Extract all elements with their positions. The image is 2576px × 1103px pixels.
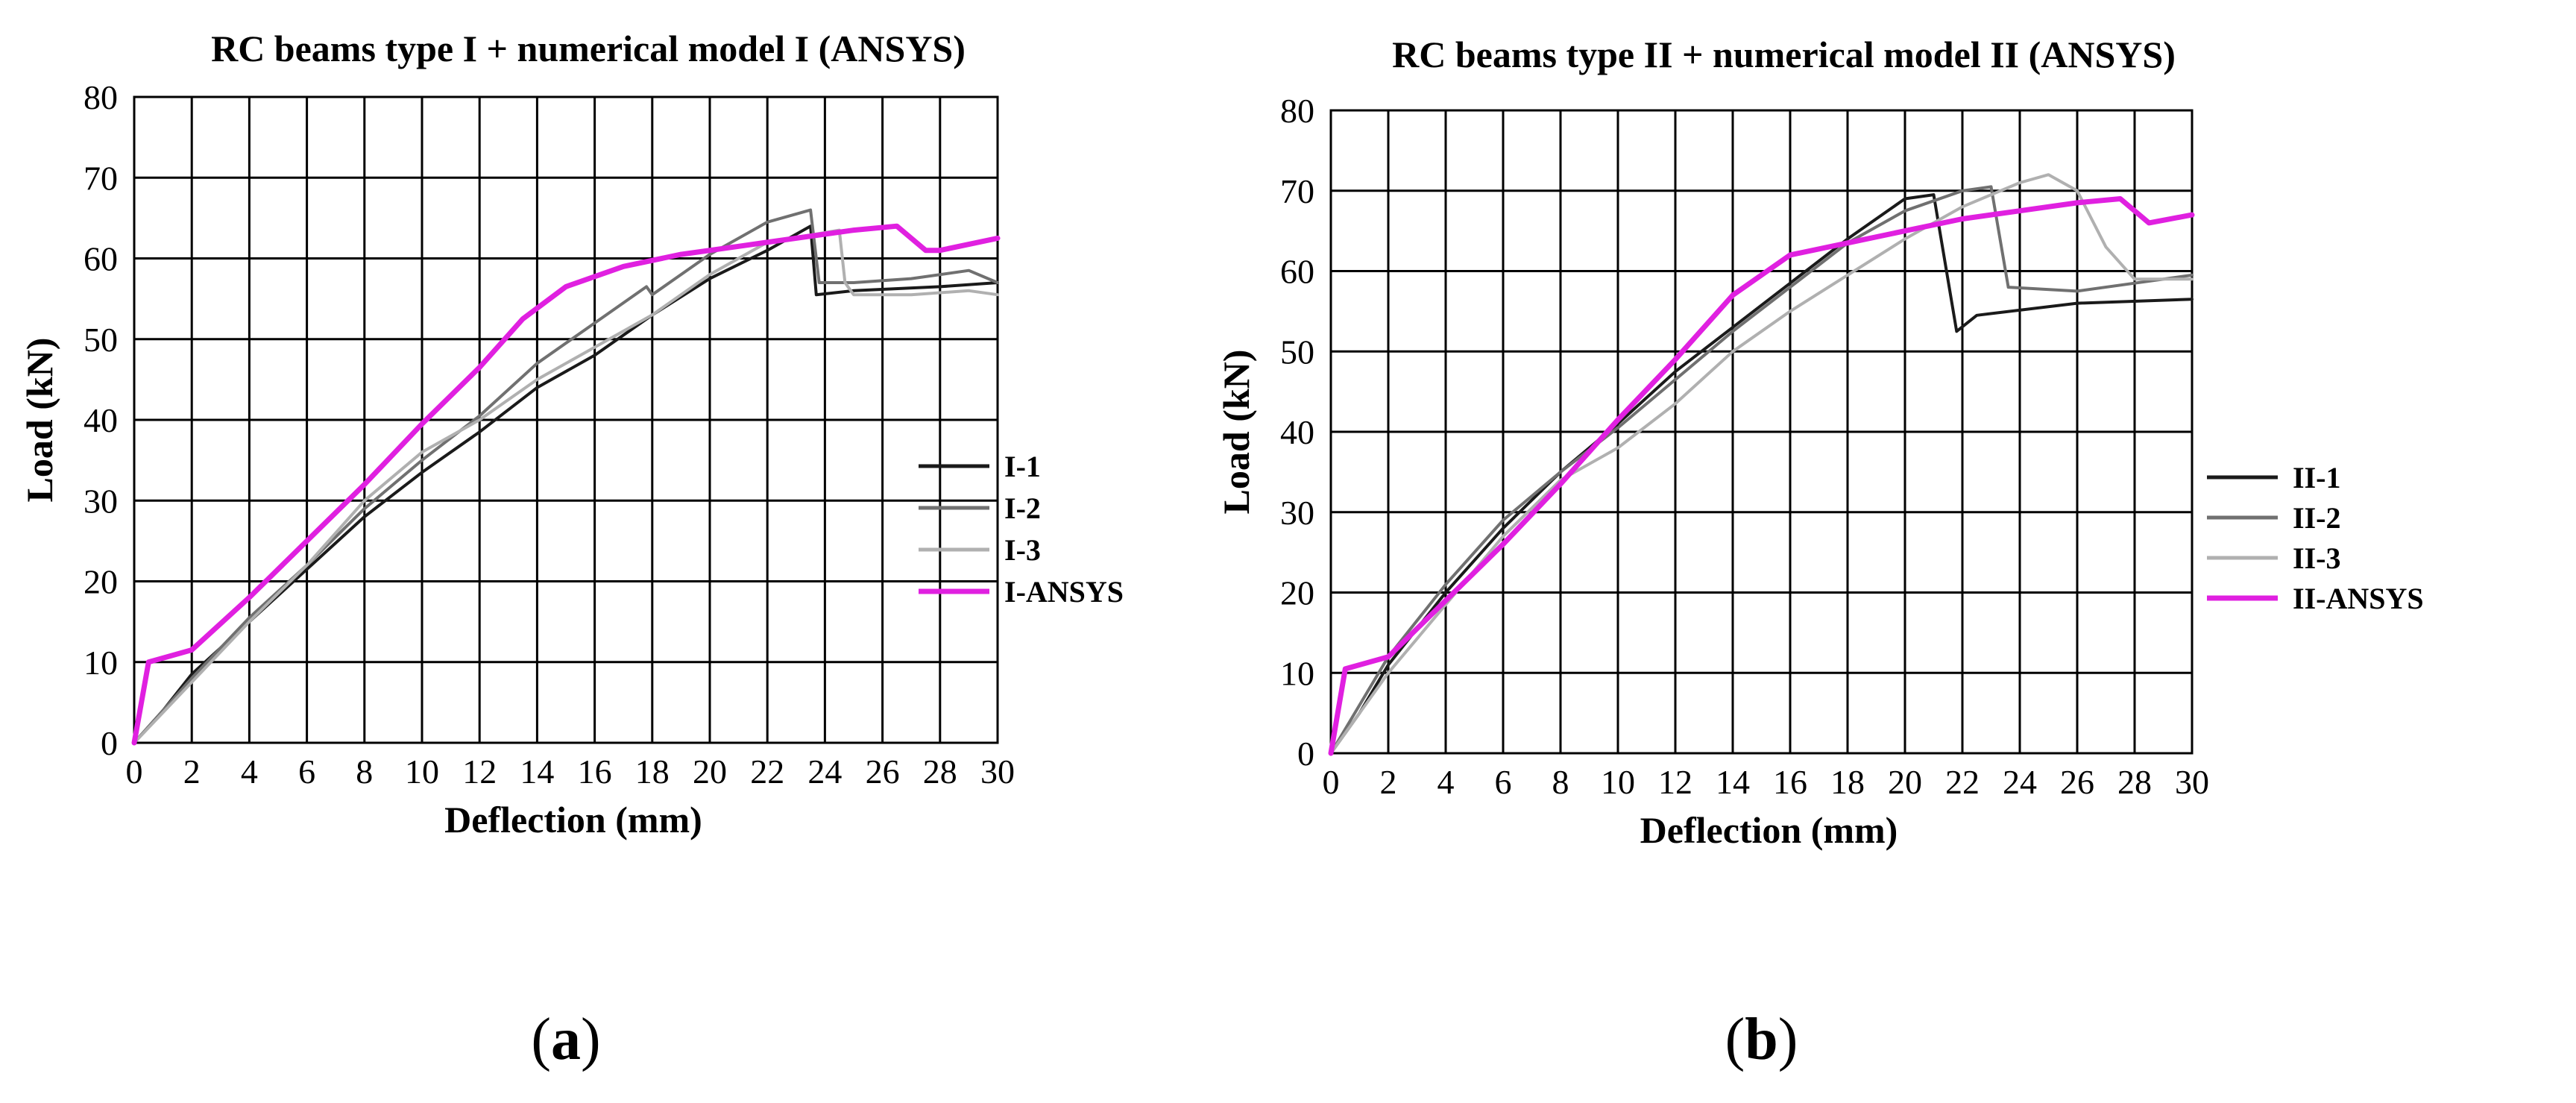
chart-a-caption: (a) (531, 1007, 600, 1072)
chart-a-xtick-label: 12 (462, 752, 497, 791)
chart-b-xtick-label: 8 (1552, 763, 1569, 801)
chart-b-legend-label: II-2 (2293, 501, 2340, 535)
chart-a-ytick-label: 30 (84, 482, 118, 520)
chart-a-xtick-label: 28 (923, 752, 957, 791)
chart-a-ytick-label: 20 (84, 563, 118, 601)
chart-b-series-ii-3 (1329, 173, 2194, 755)
chart-b-xtick-label: 26 (2060, 763, 2094, 801)
chart-a-ytick-label: 80 (84, 78, 118, 116)
chart-a-xtick-label: 24 (807, 752, 842, 791)
chart-a-legend-label: I-1 (1004, 450, 1041, 483)
chart-b-series-ii-ansys (1328, 196, 2195, 756)
chart-b-ytick-label: 70 (1280, 172, 1314, 210)
chart-b-legend-label: II-3 (2293, 541, 2340, 575)
chart-b-caption: (b) (1725, 1007, 1798, 1072)
chart-a-ylabel: Load (kN) (19, 338, 60, 503)
chart-a-series-i-ansys (131, 223, 1001, 746)
chart-b-title: RC beams type II + numerical model II (A… (1392, 34, 2176, 75)
chart-b-xtick-label: 24 (2003, 763, 2037, 801)
chart-a-series-i-3 (133, 228, 999, 744)
chart-b-legend-label: II-1 (2293, 461, 2340, 494)
chart-a-ytick-label: 60 (84, 240, 118, 278)
chart-b-xtick-label: 6 (1495, 763, 1512, 801)
chart-a-xtick-label: 2 (183, 752, 201, 791)
chart-b-xtick-label: 20 (1888, 763, 1922, 801)
chart-b-xtick-label: 2 (1380, 763, 1397, 801)
chart-b-xtick-label: 18 (1830, 763, 1865, 801)
chart-a-series-i-1 (133, 224, 999, 744)
chart-b-ytick-label: 30 (1280, 494, 1314, 532)
chart-a-title: RC beams type I + numerical model I (ANS… (211, 28, 966, 69)
chart-a-legend-label: I-ANSYS (1004, 575, 1124, 609)
chart-a-xtick-label: 22 (750, 752, 784, 791)
chart-b-xtick-label: 10 (1601, 763, 1635, 801)
chart-a-ytick-label: 10 (84, 644, 118, 682)
chart-b-xtick-label: 14 (1716, 763, 1750, 801)
chart-a-ytick-label: 70 (84, 159, 118, 197)
chart-a-xtick-label: 30 (980, 752, 1015, 791)
chart-b-legend-label: II-ANSYS (2293, 582, 2424, 615)
chart-b-ytick-label: 10 (1280, 654, 1314, 692)
chart-b-xlabel: Deflection (mm) (1640, 809, 1898, 851)
chart-b-series-ii-1 (1329, 193, 2194, 755)
chart-b-ytick-label: 40 (1280, 413, 1314, 451)
chart-a-xtick-label: 26 (866, 752, 900, 791)
chart-b-ytick-label: 60 (1280, 253, 1314, 291)
chart-a-legend-label: I-3 (1004, 533, 1041, 567)
chart-a-xtick-label: 0 (126, 752, 143, 791)
chart-b-xtick-label: 4 (1437, 763, 1455, 801)
chart-a-ytick-label: 0 (101, 724, 118, 762)
chart-a-xtick-label: 8 (356, 752, 373, 791)
chart-b-xtick-label: 12 (1658, 763, 1692, 801)
chart-a-xtick-label: 6 (298, 752, 315, 791)
chart-b-ytick-label: 0 (1297, 735, 1314, 773)
chart-a-xtick-label: 4 (241, 752, 258, 791)
chart-a-xtick-label: 18 (635, 752, 670, 791)
chart-a-xtick-label: 16 (578, 752, 612, 791)
chart-b: RC beams type II + numerical model II (A… (1215, 34, 2424, 1072)
chart-b-ylabel: Load (kN) (1215, 350, 1257, 515)
chart-b-xtick-label: 22 (1945, 763, 1980, 801)
chart-a-ytick-label: 50 (84, 321, 118, 359)
chart-b-ytick-label: 80 (1280, 92, 1314, 130)
chart-a-legend-label: I-2 (1004, 491, 1041, 525)
chart-b-xtick-label: 16 (1773, 763, 1807, 801)
chart-a-xtick-label: 20 (693, 752, 727, 791)
chart-a-ytick-label: 40 (84, 401, 118, 439)
chart-a-xtick-label: 14 (520, 752, 554, 791)
chart-a-xlabel: Deflection (mm) (444, 799, 702, 840)
chart-b-xtick-label: 30 (2175, 763, 2209, 801)
chart-a-plot-frame (133, 95, 999, 744)
chart-a-xtick-label: 10 (405, 752, 439, 791)
chart-b-series-ii-2 (1329, 185, 2194, 755)
chart-b-ytick-label: 50 (1280, 333, 1314, 371)
chart-b-ytick-label: 20 (1280, 574, 1314, 612)
chart-b-xtick-label: 0 (1323, 763, 1340, 801)
chart-a: RC beams type I + numerical model I (ANS… (19, 28, 1124, 1072)
chart-b-xtick-label: 28 (2117, 763, 2152, 801)
chart-b-plot-frame (1329, 109, 2194, 755)
